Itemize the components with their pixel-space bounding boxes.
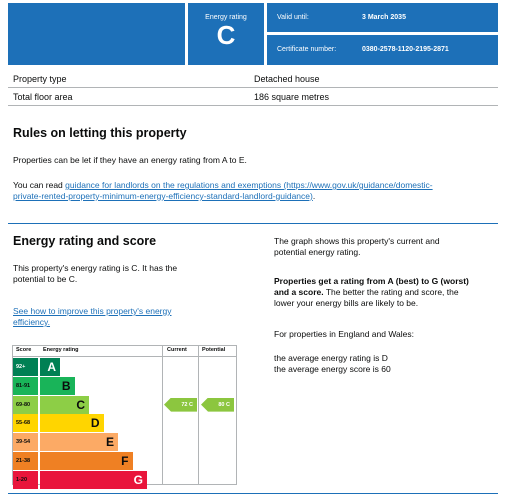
landlord-guidance-link[interactable]: guidance for landlords on the regulation… (65, 180, 433, 190)
rating-label: Energy rating (205, 14, 247, 21)
floor-area-value: 186 square metres (254, 92, 330, 102)
letting-guidance-suffix: . (312, 191, 316, 201)
rating-scale-bold-line1: Properties get a rating from A (best) to… (274, 276, 469, 286)
energy-rating-summary-line2: potential to be C. (13, 274, 78, 284)
average-values: the average energy rating is D the avera… (274, 353, 391, 375)
band-letter-e: E (105, 435, 114, 450)
band-score-e: 39-54 (13, 433, 38, 452)
column-divider (162, 346, 163, 484)
band-score-c: 69-80 (13, 395, 38, 414)
band-letter-b: B (61, 378, 71, 393)
improve-efficiency-block: See how to improve this property's energ… (13, 306, 171, 328)
current-rating-arrow: 72 C (164, 397, 197, 412)
improve-efficiency-link[interactable]: See how to improve this property's energ… (13, 306, 172, 316)
band-score-f: 21-38 (13, 452, 38, 470)
band-bar-g: G (40, 470, 147, 489)
band-letter-g: G (133, 472, 143, 487)
valid-until-value: 3 March 2035 (362, 14, 406, 21)
rating-letter: C (216, 20, 236, 50)
band-bar-d: D (40, 414, 104, 433)
property-type-row: Property type Detached house (8, 70, 498, 88)
certificate-number-panel: Certificate number: 0380-2578-1120-2195-… (267, 35, 498, 65)
header-left-panel (8, 3, 185, 65)
rating-scale-bold-line2: and a score. (274, 287, 324, 297)
letting-guidance-paragraph: You can read guidance for landlords on t… (13, 180, 493, 202)
band-letter-d: D (90, 416, 100, 431)
energy-rating-heading: Energy rating and score (13, 234, 157, 248)
potential-rating-arrow: 80 C (201, 397, 234, 412)
band-bar-f: F (40, 452, 133, 470)
header-divider (13, 356, 236, 357)
band-score-d: 55-68 (13, 414, 38, 433)
valid-until-label: Valid until: (277, 14, 309, 21)
certificate-header: Energy rating C Valid until: 3 March 203… (8, 3, 498, 65)
england-wales-note: For properties in England and Wales: (274, 329, 415, 339)
band-score-b: 81-91 (13, 376, 38, 395)
letting-guidance-prefix: You can read (13, 180, 66, 190)
current-column-header: Current (167, 347, 187, 353)
band-bar-e: E (40, 433, 118, 452)
band-letter-a: A (47, 360, 56, 374)
energy-rating-summary-line1: This property's energy rating is C. It h… (13, 263, 178, 273)
property-type-value: Detached house (254, 74, 320, 84)
floor-area-label: Total floor area (13, 92, 73, 102)
band-letter-c: C (76, 397, 85, 412)
graph-explanation-line1: The graph shows this property's current … (274, 236, 440, 246)
property-type-label: Property type (13, 74, 67, 84)
letting-rules-text: Properties can be let if they have an en… (13, 155, 247, 165)
certificate-number-value: 0380-2578-1120-2195-2871 (362, 46, 449, 53)
band-bar-c: C (40, 395, 89, 414)
landlord-guidance-link-continued[interactable]: private-rented-property-minimum-energy-e… (13, 191, 313, 201)
graph-explanation-line2: potential energy rating. (274, 247, 361, 257)
graph-explanation: The graph shows this property's current … (274, 236, 440, 258)
section-divider (8, 223, 498, 224)
certificate-number-label: Certificate number: (277, 46, 337, 53)
rating-scale-text-line2: The better the rating and score, the (323, 287, 459, 297)
rating-panel: Energy rating C (188, 3, 264, 65)
potential-column-header: Potential (202, 347, 226, 353)
band-bar-b: B (40, 376, 75, 395)
band-score-a: 92+ (13, 358, 38, 376)
band-letter-f: F (121, 454, 129, 468)
letting-rules-heading: Rules on letting this property (13, 126, 187, 140)
score-column-header: Score (16, 347, 32, 353)
improve-efficiency-link-continued[interactable]: efficiency. (13, 317, 51, 327)
section-divider (8, 493, 498, 494)
column-divider (198, 346, 199, 484)
energy-rating-summary: This property's energy rating is C. It h… (13, 263, 177, 285)
energy-rating-chart: Score Energy rating Current Potential 92… (12, 345, 237, 489)
average-rating-text: the average energy rating is D (274, 353, 388, 363)
band-bar-a: A (40, 358, 60, 376)
property-summary: Property type Detached house Total floor… (8, 70, 498, 106)
floor-area-row: Total floor area 186 square metres (8, 88, 498, 106)
rating-scale-explanation: Properties get a rating from A (best) to… (274, 276, 469, 309)
rating-scale-text-line3: lower your energy bills are likely to be… (274, 298, 419, 308)
rating-column-header: Energy rating (43, 347, 79, 353)
valid-until-panel: Valid until: 3 March 2035 (267, 3, 498, 32)
average-score-text: the average energy score is 60 (274, 364, 391, 374)
band-score-g: 1-20 (13, 470, 38, 489)
